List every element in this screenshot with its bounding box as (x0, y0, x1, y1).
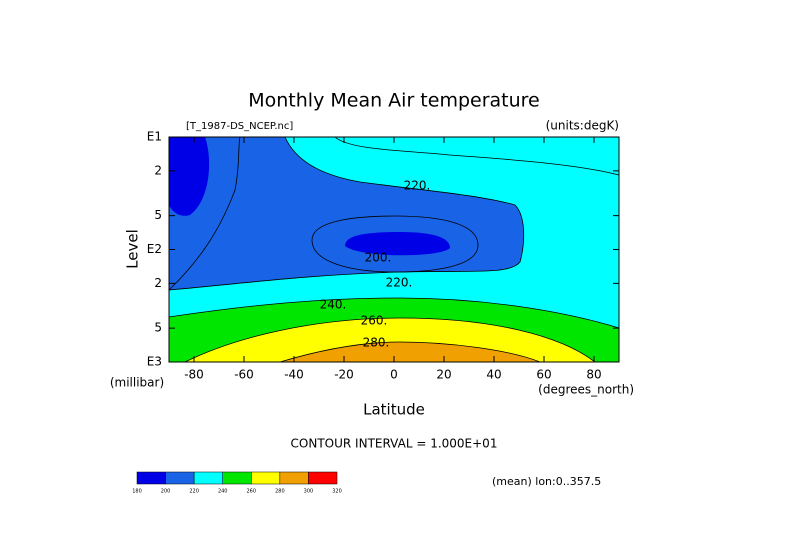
contour-interval: CONTOUR INTERVAL = 1.000E+01 (291, 437, 498, 451)
contour-label: 220. (404, 179, 431, 193)
source-label: [T_1987-DS_NCEP.nc] (186, 121, 293, 132)
contour-line (184, 317, 596, 363)
x-tick-label: 40 (486, 368, 501, 382)
y-unit: (millibar) (110, 376, 164, 390)
colorbar-label: 180 (132, 489, 142, 495)
y-tick-label: E2 (147, 242, 162, 256)
contour-label: 240. (320, 298, 347, 312)
y-tick-label: 2 (154, 163, 162, 177)
units-label: (units:degK) (546, 119, 619, 133)
colorbar-label: 300 (304, 489, 314, 495)
x-tick-label: 0 (390, 368, 398, 382)
contour-line (168, 136, 241, 291)
y-tick-label: 5 (154, 321, 162, 335)
colorbar-box (251, 471, 281, 485)
contour-label: 200. (365, 251, 392, 265)
contour-region (169, 137, 210, 216)
x-tick-label: -80 (184, 368, 204, 382)
y-tick-label: 2 (154, 276, 162, 290)
x-tick-label: -40 (284, 368, 304, 382)
colorbar-label: 220 (189, 489, 199, 495)
x-tick-label: 80 (586, 368, 601, 382)
contour-label: 260. (361, 314, 388, 328)
contour-label: 220. (386, 276, 413, 290)
x-axis-title: Latitude (363, 401, 425, 419)
colorbar-box (136, 471, 166, 485)
contour-region (345, 232, 450, 256)
colorbar-box (165, 471, 195, 485)
contour-line (334, 136, 620, 176)
colorbar-label: 280 (275, 489, 285, 495)
y-tick-label: E1 (147, 130, 162, 144)
y-tick-label: 5 (154, 208, 162, 222)
x-tick-label: -60 (234, 368, 254, 382)
contour-line (279, 341, 541, 363)
colorbar-box (222, 471, 252, 485)
x-tick-label: 20 (436, 368, 451, 382)
x-unit: (degrees_north) (538, 383, 634, 397)
colorbar-label: 240 (218, 489, 228, 495)
colorbar-box (193, 471, 223, 485)
colorbar-box (279, 471, 309, 485)
colorbar-box (308, 471, 338, 485)
y-tick-label: E3 (147, 355, 162, 369)
contour-line (168, 136, 525, 291)
contour-label: 280. (363, 336, 390, 350)
footnote: (mean) lon:0..357.5 (492, 475, 601, 488)
x-tick-label: 60 (536, 368, 551, 382)
contour-line (311, 215, 479, 273)
contour-line (168, 297, 620, 329)
colorbar-label: 200 (161, 489, 171, 495)
x-tick-label: -20 (334, 368, 354, 382)
colorbar-label: 260 (247, 489, 257, 495)
colorbar-label: 320 (332, 489, 342, 495)
y-axis-title: Level (124, 229, 142, 269)
chart-title: Monthly Mean Air temperature (248, 90, 539, 112)
